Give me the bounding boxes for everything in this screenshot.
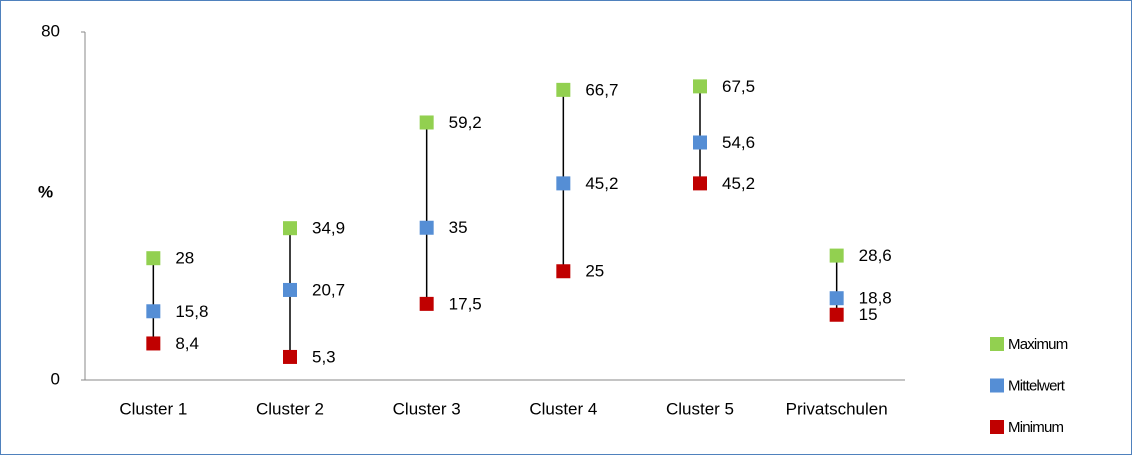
- value-label: 66,7: [585, 80, 618, 99]
- marker: [283, 282, 297, 297]
- legend-label: Maximum: [1008, 336, 1068, 353]
- marker: [829, 248, 844, 263]
- marker: [419, 115, 434, 130]
- x-tick-label: Cluster 2: [256, 399, 324, 418]
- legend-marker: [990, 378, 1004, 393]
- value-label: 8,4: [175, 334, 199, 353]
- marker: [556, 82, 571, 97]
- marker: [146, 336, 161, 351]
- y-axis-label: %: [38, 182, 53, 201]
- value-label: 54,6: [722, 133, 755, 152]
- value-label: 17,5: [449, 294, 482, 313]
- x-tick-label: Cluster 3: [393, 399, 461, 418]
- marker: [693, 135, 707, 150]
- marker: [829, 291, 844, 306]
- x-tick-label: Privatschulen: [786, 399, 888, 418]
- x-tick-label: Cluster 1: [119, 399, 187, 418]
- value-label: 15,8: [175, 302, 208, 321]
- value-label: 25: [585, 262, 604, 281]
- value-label: 18,8: [859, 289, 892, 308]
- marker: [556, 264, 571, 279]
- x-tick-label: Cluster 4: [529, 399, 597, 418]
- marker: [283, 221, 297, 236]
- marker: [829, 307, 844, 322]
- marker: [419, 296, 434, 311]
- value-label: 34,9: [312, 219, 345, 238]
- marker: [693, 176, 707, 191]
- marker: [556, 176, 571, 191]
- legend-marker: [990, 337, 1004, 351]
- value-label: 59,2: [449, 113, 482, 132]
- value-label: 35: [449, 218, 468, 237]
- value-label: 20,7: [312, 280, 345, 299]
- legend-label: Minimum: [1008, 419, 1064, 436]
- value-label: 67,5: [722, 77, 755, 96]
- legend-label: Mittelwert: [1008, 377, 1066, 394]
- value-label: 5,3: [312, 347, 336, 366]
- x-tick-label: Cluster 5: [666, 399, 734, 418]
- value-label: 15: [859, 305, 878, 324]
- marker: [146, 304, 161, 319]
- legend-marker: [990, 420, 1004, 434]
- y-tick-label: 0: [51, 369, 60, 388]
- value-label: 45,2: [585, 174, 618, 193]
- marker: [693, 79, 707, 94]
- value-label: 28: [175, 249, 194, 268]
- y-tick-label: 80: [41, 21, 60, 40]
- value-label: 28,6: [859, 246, 892, 265]
- marker: [283, 349, 297, 364]
- marker: [146, 251, 161, 266]
- marker: [419, 220, 434, 235]
- value-label: 45,2: [722, 174, 755, 193]
